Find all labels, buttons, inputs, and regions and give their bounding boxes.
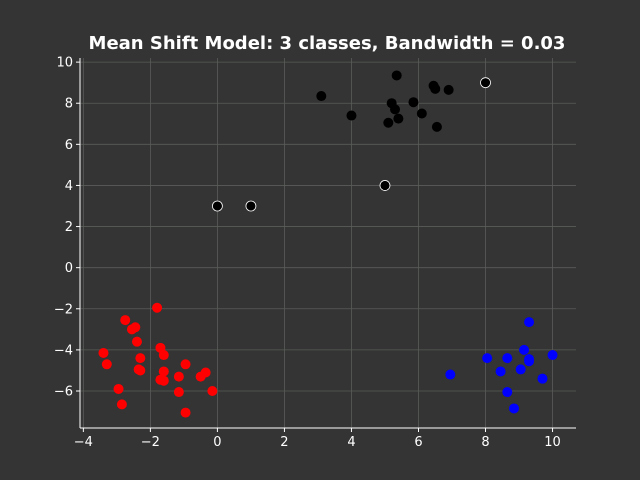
- data-point: [524, 317, 535, 328]
- data-point: [502, 353, 513, 364]
- x-tick-label: 0: [213, 435, 221, 450]
- data-point: [390, 104, 401, 115]
- x-tick-label: 4: [347, 435, 355, 450]
- data-point: [116, 399, 127, 410]
- grid: [80, 58, 576, 428]
- x-tick-label: 6: [414, 435, 422, 450]
- data-point: [212, 200, 223, 212]
- data-point: [391, 70, 402, 81]
- data-point: [509, 403, 519, 414]
- data-point: [524, 356, 535, 367]
- ticks: −4 −2 0 2 4 6 8 10 −6 −4 −2 0 2 4 6 8 10: [54, 56, 561, 450]
- data-point: [98, 347, 109, 358]
- data-point: [547, 350, 558, 361]
- x-tick-label: −4: [74, 435, 93, 450]
- data-point: [495, 366, 506, 377]
- y-tick-label: −4: [54, 343, 73, 358]
- data-point: [135, 353, 146, 364]
- data-point: [515, 364, 526, 375]
- data-point: [180, 359, 191, 370]
- data-point: [383, 117, 394, 128]
- data-point: [416, 108, 427, 119]
- data-point: [120, 315, 131, 326]
- x-tick-label: −2: [141, 435, 160, 450]
- data-point: [537, 373, 548, 384]
- data-point: [443, 84, 454, 95]
- data-point: [482, 353, 493, 364]
- y-tick-label: 6: [65, 138, 73, 153]
- y-tick-label: 8: [65, 97, 73, 112]
- data-point: [445, 369, 456, 380]
- data-point: [158, 375, 169, 386]
- data-point: [431, 121, 442, 132]
- x-tick-label: 2: [280, 435, 288, 450]
- data-point: [480, 77, 491, 89]
- data-point: [245, 200, 257, 212]
- axes: [79, 58, 576, 429]
- x-tick-label: 10: [544, 435, 561, 450]
- y-tick-label: 2: [65, 220, 73, 235]
- data-point: [502, 387, 513, 398]
- y-tick-label: 10: [56, 56, 73, 71]
- y-tick-label: −2: [54, 302, 73, 317]
- data-point: [408, 97, 419, 108]
- data-point: [316, 91, 327, 102]
- data-point: [430, 83, 441, 94]
- chart-title: Mean Shift Model: 3 classes, Bandwidth =…: [89, 33, 566, 54]
- data-point: [130, 322, 141, 333]
- data-point: [113, 383, 124, 394]
- data-point: [158, 350, 169, 361]
- data-point: [393, 113, 404, 124]
- data-point: [379, 180, 391, 191]
- y-tick-label: 4: [65, 179, 73, 194]
- data-point: [207, 386, 218, 396]
- data-point: [158, 366, 169, 377]
- y-tick-label: −6: [54, 385, 73, 400]
- data-point: [195, 371, 206, 382]
- data-point: [152, 302, 163, 313]
- data-point: [135, 365, 146, 376]
- y-tick-label: 0: [65, 261, 73, 276]
- data-point: [519, 344, 530, 355]
- data-point: [131, 336, 142, 347]
- data-point: [180, 407, 191, 418]
- data-point: [173, 371, 184, 382]
- data-point: [346, 110, 357, 121]
- data-points: [98, 70, 558, 418]
- data-point: [101, 359, 112, 370]
- data-point: [173, 387, 184, 398]
- x-tick-label: 8: [481, 435, 489, 450]
